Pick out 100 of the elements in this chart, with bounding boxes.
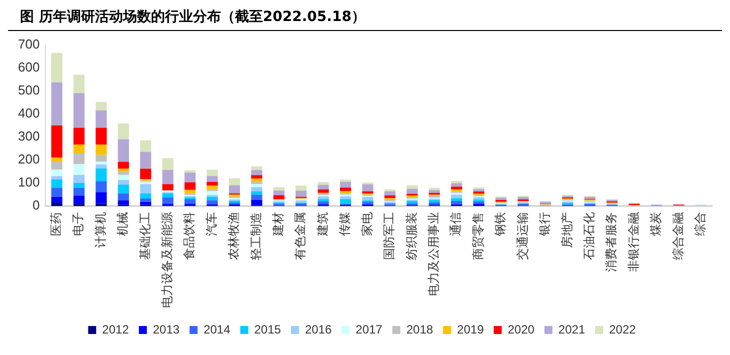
bar	[73, 144, 85, 154]
x-tick-label: 轻工制造	[248, 212, 263, 260]
bar	[96, 102, 107, 110]
bar	[118, 184, 129, 194]
legend-label: 2020	[508, 322, 535, 336]
bar	[495, 198, 507, 200]
bar	[73, 196, 85, 204]
y-tick-label: 200	[18, 152, 40, 167]
bar	[140, 198, 152, 202]
bar	[362, 184, 374, 192]
bar	[140, 184, 152, 194]
bar	[251, 187, 262, 192]
legend-label: 2018	[406, 322, 434, 336]
bar	[251, 175, 262, 179]
legend-label: 2014	[204, 322, 231, 336]
chart-title: 图 历年调研活动场数的行业分布（截至2022.05.18）	[8, 8, 722, 31]
bar	[184, 182, 196, 190]
bar	[140, 202, 152, 205]
bar	[96, 144, 107, 155]
y-tick-label: 400	[18, 105, 40, 120]
bar	[96, 162, 107, 165]
bar	[206, 186, 218, 190]
bar	[51, 188, 62, 197]
legend-label: 2017	[356, 322, 383, 336]
x-tick-label: 银行	[538, 212, 552, 237]
bar	[406, 188, 418, 194]
bar	[118, 168, 129, 172]
bar	[51, 162, 62, 170]
bar	[51, 158, 62, 162]
legend-label: 2012	[102, 322, 130, 336]
x-tick-label: 商贸零售	[470, 212, 485, 260]
bar	[51, 202, 62, 206]
bar	[73, 188, 85, 196]
bar	[118, 180, 129, 185]
bar	[96, 154, 107, 162]
bar	[96, 168, 107, 182]
bar	[206, 200, 218, 204]
x-tick-label: 汽车	[204, 212, 218, 236]
bar	[251, 170, 262, 176]
bar	[184, 172, 196, 182]
bar	[162, 184, 174, 190]
x-tick-label: 通信	[448, 212, 463, 236]
legend-label: 2016	[304, 322, 332, 336]
bar	[228, 185, 240, 194]
x-tick-label: 基础化工	[138, 212, 152, 260]
bar	[73, 153, 85, 164]
bar	[251, 184, 262, 188]
legend-label: 2022	[609, 322, 636, 336]
bar	[228, 178, 240, 186]
x-tick-label: 石油石化	[582, 212, 596, 260]
bar	[118, 172, 129, 175]
bar	[73, 93, 85, 128]
y-tick-label: 100	[18, 174, 40, 190]
bar	[140, 140, 152, 152]
bar	[318, 184, 329, 190]
bar	[296, 190, 307, 197]
x-tick-label: 食品饮料	[182, 212, 196, 260]
bar	[273, 187, 284, 191]
bar	[451, 183, 462, 187]
bar	[206, 182, 218, 186]
bar	[162, 197, 174, 204]
bar	[51, 170, 62, 176]
bar	[251, 178, 262, 182]
x-tick-label: 农林牧渔	[226, 212, 241, 260]
bar	[206, 176, 218, 182]
legend-label: 2013	[152, 322, 180, 336]
bar	[206, 191, 218, 195]
x-tick-label: 建筑	[315, 212, 330, 237]
bar	[73, 164, 85, 175]
bar	[273, 190, 284, 196]
x-tick-label: 房地产	[560, 212, 574, 248]
bar	[51, 125, 62, 158]
bar	[451, 186, 462, 190]
bar	[340, 188, 352, 192]
bar	[206, 170, 218, 176]
bar	[51, 52, 62, 82]
x-tick-label: 交通运输	[515, 212, 530, 260]
bar	[362, 202, 374, 204]
x-tick-label: 医药	[48, 212, 63, 236]
x-tick-label: 机械	[116, 212, 130, 236]
bar	[451, 198, 462, 201]
x-tick-label: 家电	[360, 212, 374, 236]
bar	[296, 186, 307, 191]
x-tick-label: 煤炭	[648, 212, 663, 236]
legend-label: 2019	[457, 322, 484, 336]
bar	[140, 193, 152, 198]
y-tick-label: 500	[18, 82, 40, 98]
y-tick-label: 700	[18, 36, 40, 52]
bar	[162, 158, 174, 170]
bar	[340, 199, 352, 204]
bar	[96, 181, 107, 192]
x-tick-label: 钢铁	[493, 212, 508, 237]
bar	[96, 110, 107, 128]
bar	[296, 200, 307, 203]
bar	[118, 139, 129, 162]
bar	[251, 200, 262, 206]
bar	[73, 182, 85, 188]
bar	[118, 174, 129, 180]
bar	[318, 182, 329, 185]
bar	[362, 197, 374, 200]
